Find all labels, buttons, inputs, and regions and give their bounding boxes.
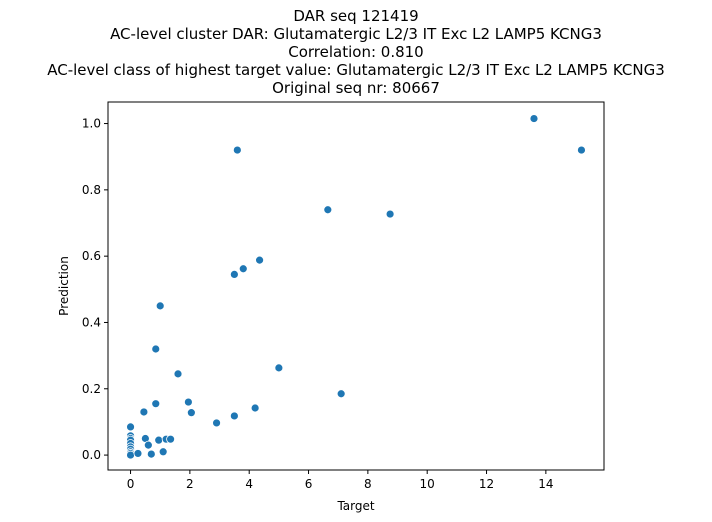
y-tick-label: 0.2 — [82, 382, 101, 396]
data-point — [173, 369, 183, 379]
title-line-3: Correlation: 0.810 — [288, 43, 423, 61]
data-point — [186, 408, 196, 418]
x-tick-label: 6 — [305, 477, 313, 491]
data-point — [126, 422, 135, 432]
x-tick-label: 4 — [245, 477, 253, 491]
y-tick-label: 0.4 — [82, 315, 101, 329]
data-point — [151, 399, 161, 409]
data-point — [385, 209, 395, 219]
data-point — [529, 114, 539, 123]
y-axis-ticks: 0.0 0.2 0.4 0.6 0.8 1.0 — [82, 117, 108, 462]
data-point — [232, 145, 242, 155]
data-point — [146, 449, 156, 459]
x-axis-label: Target — [336, 499, 374, 513]
data-point — [323, 205, 333, 215]
x-tick-label: 12 — [479, 477, 494, 491]
x-tick-label: 8 — [364, 477, 372, 491]
data-point — [155, 301, 165, 311]
y-tick-label: 1.0 — [82, 117, 101, 131]
title-line-2: AC-level cluster DAR: Glutamatergic L2/3… — [110, 25, 602, 43]
plot-area-frame — [107, 101, 605, 471]
data-points — [126, 114, 586, 460]
data-point — [212, 418, 221, 428]
x-tick-label: 10 — [420, 477, 435, 491]
data-point — [158, 447, 168, 457]
data-point — [336, 389, 346, 399]
data-point — [577, 145, 586, 155]
y-tick-label: 0.6 — [82, 249, 101, 263]
title-line-4: AC-level class of highest target value: … — [47, 61, 665, 79]
data-point — [274, 363, 284, 373]
data-point — [166, 434, 175, 444]
data-point — [154, 435, 164, 445]
data-point — [250, 403, 260, 413]
data-point — [229, 411, 239, 421]
y-axis-label: Prediction — [57, 256, 71, 316]
x-tick-label: 2 — [186, 477, 194, 491]
title-line-5: Original seq nr: 80667 — [272, 79, 440, 97]
data-point — [229, 269, 239, 279]
x-tick-label: 14 — [538, 477, 553, 491]
x-axis-ticks: 0 2 4 6 8 10 12 14 — [127, 470, 553, 491]
data-point — [139, 407, 149, 417]
data-point — [255, 255, 264, 265]
data-point — [126, 450, 135, 460]
y-tick-label: 0.0 — [82, 448, 101, 462]
y-tick-label: 0.8 — [82, 183, 101, 197]
title-line-1: DAR seq 121419 — [293, 7, 418, 25]
data-point — [143, 440, 153, 450]
data-point — [151, 344, 161, 354]
data-point — [183, 397, 193, 407]
x-tick-label: 0 — [127, 477, 135, 491]
data-point — [238, 264, 248, 274]
data-point — [133, 449, 143, 458]
